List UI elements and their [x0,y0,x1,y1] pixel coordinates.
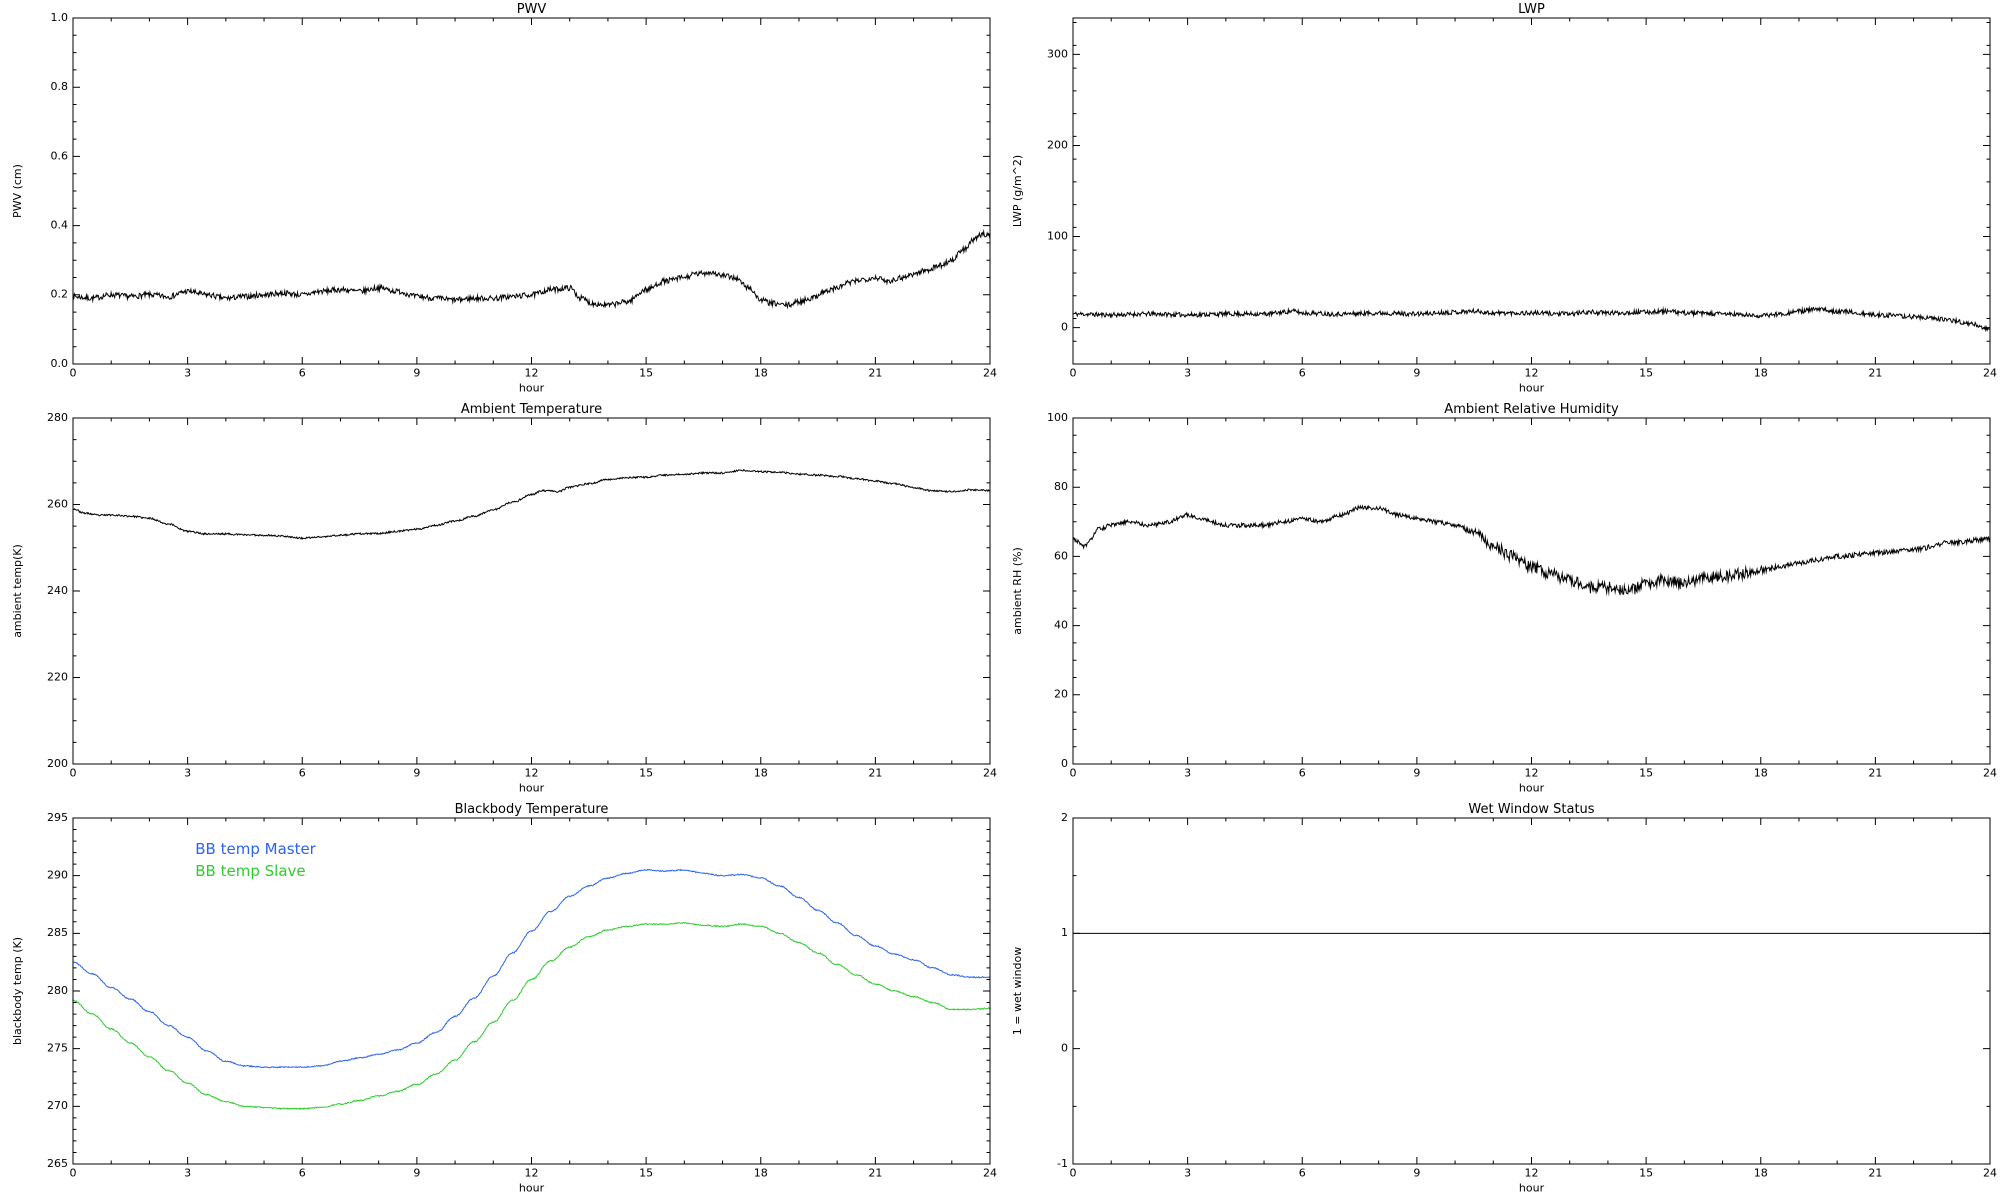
lwp-chart [1000,0,2000,400]
ambient-temperature-chart [0,400,1000,800]
wet-window-status-chart [1000,800,2000,1200]
pwv-panel: PWV [0,0,1000,400]
blackbody-temperature-panel: Blackbody Temperature [0,800,1000,1200]
blackbody-temperature-chart [0,800,1000,1200]
wet-window-status-panel: Wet Window Status [1000,800,2000,1200]
ambient-rh-chart [1000,400,2000,800]
ambient-temperature-panel: Ambient Temperature [0,400,1000,800]
pwv-chart [0,0,1000,400]
lwp-panel: LWP [1000,0,2000,400]
ambient-rh-panel: Ambient Relative Humidity [1000,400,2000,800]
